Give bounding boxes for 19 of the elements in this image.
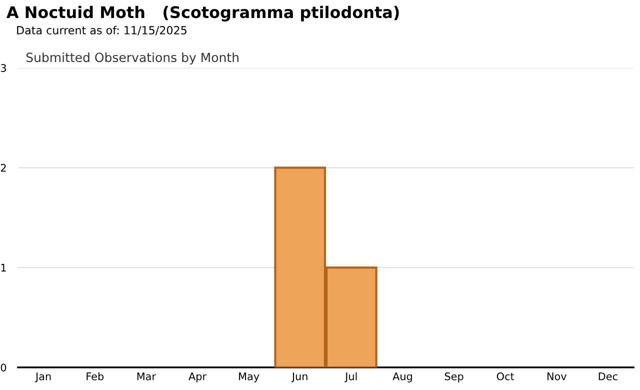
x-tick-label: Sep: [444, 372, 464, 382]
x-tick-label: Dec: [598, 372, 618, 380]
x-tick-label: Aug: [392, 372, 412, 382]
y-tick-label: 3: [0, 64, 6, 72]
y-tick-label: 1: [1, 264, 6, 272]
x-tick-label: May: [239, 372, 260, 382]
x-tick-label: Feb: [86, 372, 104, 380]
x-tick-label: Jul: [344, 372, 357, 382]
text: Submitted Observations by Month: [26, 52, 238, 65]
chart-title: A Noctuid Moth (Scotogramma ptilodonta): [6, 6, 399, 22]
y-tick-label: 2: [0, 164, 6, 172]
x-tick-label: Nov: [547, 372, 566, 380]
y-tick-label: 0: [0, 364, 6, 372]
x-tick-label: Apr: [188, 372, 207, 382]
x-tick-label: Mar: [137, 372, 156, 380]
chart-subtitle: Data current as of: 11/15/2025: [17, 26, 186, 36]
x-tick-label: Jan: [35, 372, 51, 382]
x-tick-label: Jun: [291, 372, 308, 382]
x-tick-label: Oct: [496, 372, 514, 380]
